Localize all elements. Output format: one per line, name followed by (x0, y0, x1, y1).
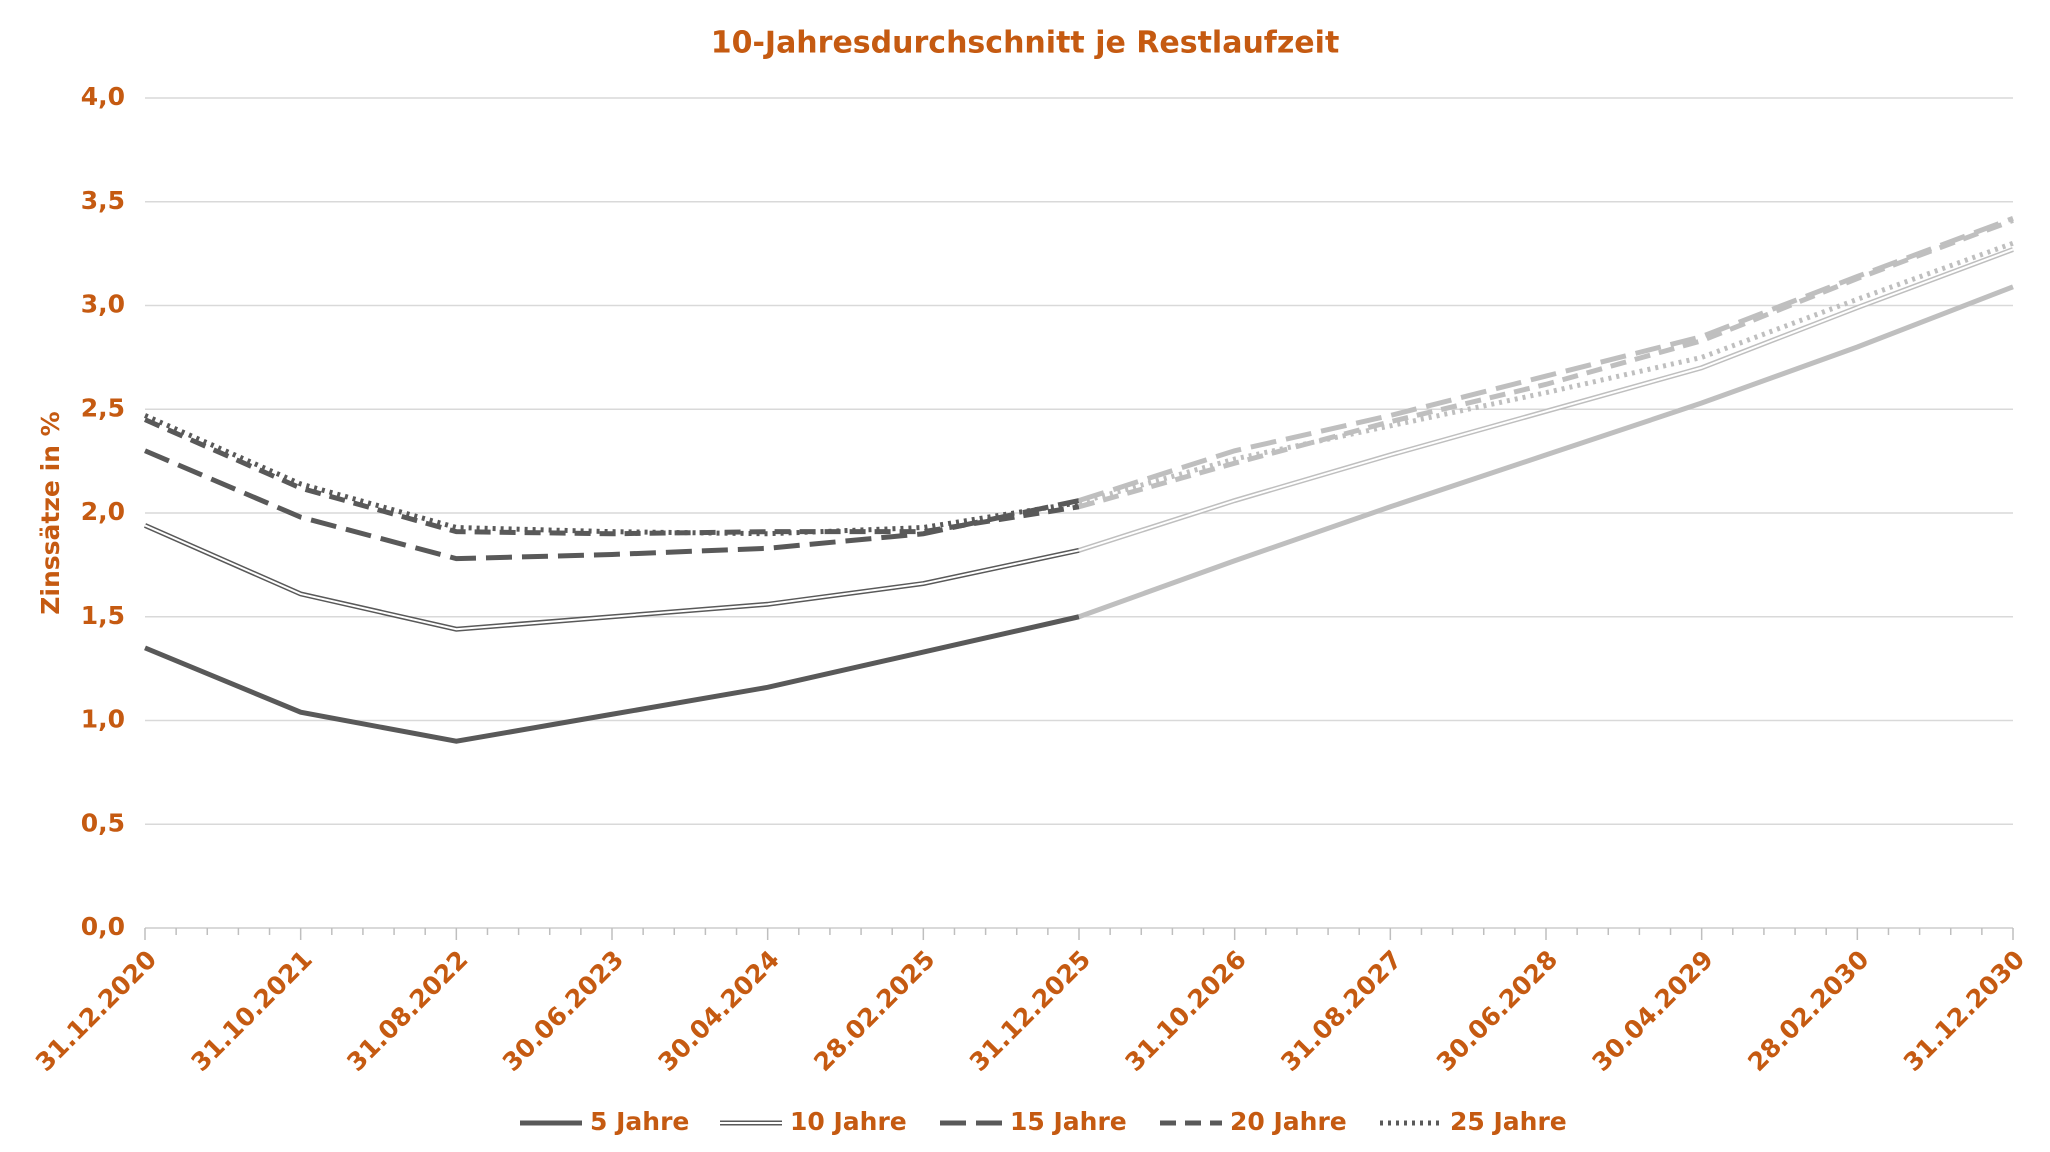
legend-label: 25 Jahre (1450, 1107, 1567, 1136)
x-tick-label: 30.04.2024 (653, 945, 785, 1077)
y-tick-label: 1,5 (81, 601, 125, 630)
y-tick-label: 4,0 (81, 82, 125, 111)
chart-title: 10-Jahresdurchschnitt je Restlaufzeit (711, 26, 1340, 61)
series-line (144, 614, 1080, 744)
x-tick-label: 30.04.2029 (1587, 945, 1719, 1077)
series-line-inner (1078, 248, 2014, 552)
series-line (144, 448, 1080, 562)
y-tick-label: 2,0 (81, 497, 125, 526)
y-tick-label: 0,5 (81, 808, 125, 837)
x-tick-label: 30.06.2023 (497, 945, 629, 1077)
legend-label: 15 Jahre (1010, 1107, 1127, 1136)
y-tick-label: 3,0 (81, 290, 125, 319)
series-line (143, 417, 1080, 537)
series-line (1078, 240, 2014, 506)
y-tick-label: 3,5 (81, 186, 125, 215)
series-line-inner (144, 524, 1080, 631)
legend-label: 5 Jahre (590, 1107, 689, 1136)
x-tick-label: 31.12.2025 (964, 945, 1096, 1077)
legend-label: 10 Jahre (790, 1107, 907, 1136)
y-axis-label: Zinssätze in % (36, 411, 65, 614)
series-line (143, 413, 1080, 537)
x-tick-label: 31.08.2027 (1275, 945, 1407, 1077)
x-tick-label: 30.06.2028 (1431, 945, 1563, 1077)
x-tick-label: 31.08.2022 (341, 945, 473, 1077)
series-line (1078, 284, 2014, 620)
y-tick-label: 0,0 (81, 912, 125, 941)
x-tick-label: 31.12.2030 (1898, 945, 2030, 1077)
series-line (1078, 218, 2014, 510)
x-tick-label: 28.02.2030 (1742, 945, 1874, 1077)
x-tick-label: 28.02.2025 (808, 945, 940, 1077)
y-tick-label: 2,5 (81, 393, 125, 422)
series-line (1078, 216, 2014, 503)
x-tick-label: 31.10.2021 (186, 945, 318, 1077)
y-tick-label: 1,0 (81, 705, 125, 734)
series-line (143, 523, 1080, 632)
x-tick-label: 31.12.2020 (30, 945, 162, 1077)
x-tick-label: 31.10.2026 (1120, 945, 1252, 1077)
legend-label: 20 Jahre (1230, 1107, 1347, 1136)
